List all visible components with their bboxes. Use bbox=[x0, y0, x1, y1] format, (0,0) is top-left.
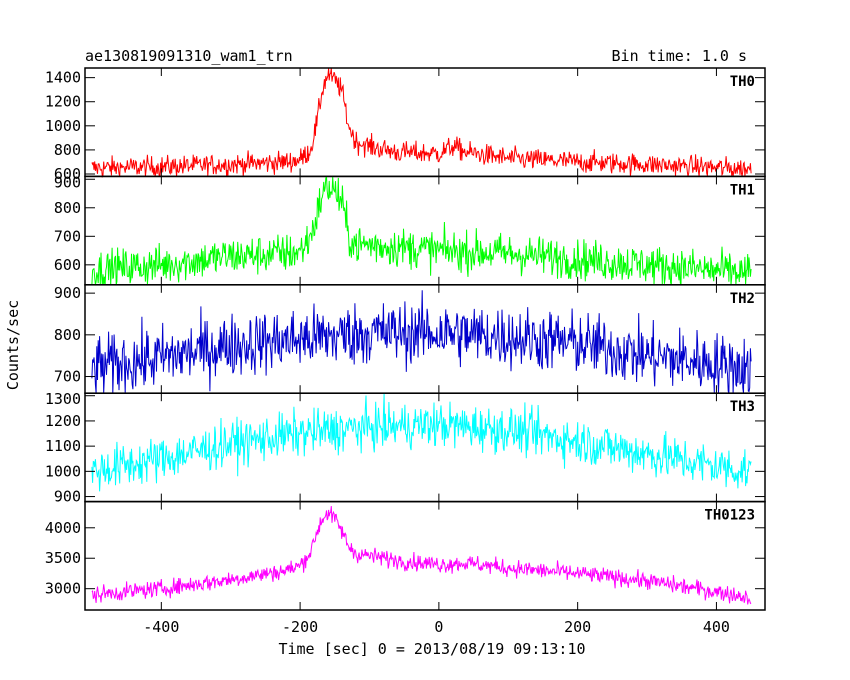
y-tick-label-th0: 600 bbox=[54, 165, 81, 183]
y-tick-label-th1: 800 bbox=[54, 199, 81, 217]
panel-frame-th0123 bbox=[84, 500, 766, 611]
y-tick-label-th0123: 4000 bbox=[45, 519, 81, 537]
y-tick-label-th0: 1200 bbox=[45, 93, 81, 111]
y-tick-label-th1: 600 bbox=[54, 256, 81, 274]
y-tick-label-th2: 700 bbox=[54, 368, 81, 386]
x-axis-label: Time [sec] 0 = 2013/08/19 09:13:10 bbox=[278, 640, 585, 658]
panel-label-th2: TH2 bbox=[730, 291, 755, 307]
y-tick-label-th0123: 3500 bbox=[45, 549, 81, 567]
y-tick-label-th0: 800 bbox=[54, 141, 81, 159]
y-tick-label-th3: 1200 bbox=[45, 412, 81, 430]
chart-title-left: ae130819091310_wam1_trn bbox=[85, 47, 293, 65]
y-tick-label-th3: 1300 bbox=[45, 390, 81, 408]
y-tick-label-th0: 1400 bbox=[45, 69, 81, 87]
x-ticks-group: -400 -200 0 200 400 bbox=[143, 618, 730, 636]
panel-label-th3: TH3 bbox=[730, 399, 755, 415]
series-th1 bbox=[91, 176, 752, 285]
series-th0 bbox=[91, 67, 752, 179]
x-tick-label: 0 bbox=[434, 618, 443, 636]
y-tick-label-th2: 800 bbox=[54, 326, 81, 344]
series-th0123 bbox=[91, 506, 752, 605]
y-tick-label-th3: 900 bbox=[54, 488, 81, 506]
chart-title-right: Bin time: 1.0 s bbox=[612, 47, 747, 65]
panels-group: TH0 600 800 1000 1200 1400 TH1 600 700 800 900 TH2 7… bbox=[45, 67, 766, 611]
panel-label-th0123: TH0123 bbox=[704, 508, 755, 524]
y-tick-label-th3: 1000 bbox=[45, 462, 81, 480]
panel-label-th0: TH0 bbox=[730, 74, 755, 90]
series-th3 bbox=[91, 393, 752, 492]
y-tick-label-th3: 1100 bbox=[45, 437, 81, 455]
series-th2 bbox=[91, 290, 752, 394]
y-tick-label-th0: 1000 bbox=[45, 117, 81, 135]
x-tick-label: -200 bbox=[282, 618, 318, 636]
x-tick-label: 200 bbox=[564, 618, 591, 636]
panel-frame-th3 bbox=[84, 392, 766, 503]
y-tick-label-th1: 700 bbox=[54, 227, 81, 245]
y-tick-label-th1: 900 bbox=[54, 173, 81, 191]
y-tick-label-th2: 900 bbox=[54, 284, 81, 302]
panel-label-th1: TH1 bbox=[730, 182, 755, 198]
y-axis-label: Counts/sec bbox=[4, 300, 22, 390]
x-tick-label: 400 bbox=[703, 618, 730, 636]
y-tick-label-th0123: 3000 bbox=[45, 580, 81, 598]
x-tick-label: -400 bbox=[143, 618, 179, 636]
